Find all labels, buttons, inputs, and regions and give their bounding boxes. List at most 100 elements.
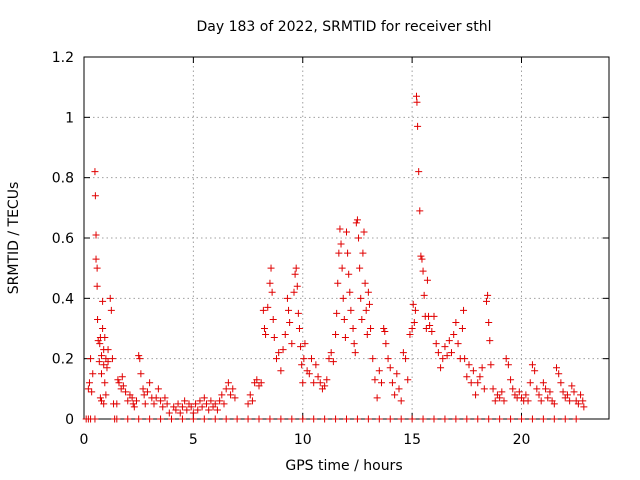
data-point [469, 367, 477, 375]
data-point [334, 279, 342, 287]
data-point [397, 397, 405, 405]
data-point [163, 400, 171, 408]
data-point [461, 355, 469, 363]
data-point [539, 379, 547, 387]
data-point [341, 334, 349, 342]
chart-title: Day 183 of 2022, SRMTID for receiver sth… [197, 19, 492, 35]
data-point [102, 391, 110, 399]
axis-ticks: 0 0.2 0.4 0.6 0.8 1 1.2 0 5 10 15 20 [52, 50, 609, 448]
data-point [415, 168, 423, 176]
data-point [382, 340, 390, 348]
data-point [286, 318, 294, 326]
data-point [361, 279, 369, 287]
data-point [288, 415, 296, 423]
data-point [524, 397, 532, 405]
data-point [528, 415, 536, 423]
data-point [262, 331, 270, 339]
data-point [100, 400, 108, 408]
data-point [539, 415, 547, 423]
data-point [218, 391, 226, 399]
data-point [364, 288, 372, 296]
y-tick-label: 0.6 [52, 231, 74, 247]
data-point [181, 397, 189, 405]
data-point [568, 382, 576, 390]
data-point [85, 379, 93, 387]
data-point [291, 270, 299, 278]
data-point [544, 394, 552, 402]
data-point [360, 228, 368, 236]
data-point [103, 364, 111, 372]
data-point [384, 355, 392, 363]
x-tick-label: 10 [294, 432, 312, 448]
data-point [458, 325, 466, 332]
data-point [213, 406, 221, 414]
y-tick-label: 0.4 [52, 291, 74, 307]
data-point [409, 300, 417, 308]
data-point [474, 415, 482, 423]
data-point [198, 403, 206, 411]
data-point [104, 358, 112, 366]
data-point [465, 361, 473, 369]
data-point [87, 355, 95, 363]
data-point [94, 315, 102, 323]
data-point [417, 252, 425, 260]
data-point [467, 379, 475, 387]
data-point [101, 334, 109, 342]
data-point [553, 364, 560, 372]
data-point [463, 415, 471, 423]
data-point [410, 318, 418, 326]
data-point [107, 306, 115, 314]
data-point [338, 264, 346, 272]
data-point [356, 264, 364, 272]
data-point [172, 406, 180, 414]
data-point [445, 337, 453, 345]
data-point [139, 385, 147, 393]
data-point [159, 403, 167, 411]
data-point [504, 361, 512, 369]
data-point [463, 373, 471, 381]
y-tick-label: 0 [65, 412, 74, 428]
data-point [422, 325, 430, 332]
data-point [229, 385, 237, 393]
data-point [129, 400, 137, 408]
data-point [515, 388, 523, 396]
data-point [95, 358, 103, 366]
data-point [130, 403, 138, 411]
data-points [82, 92, 588, 423]
data-point [295, 325, 303, 332]
data-point [359, 249, 367, 257]
data-point [386, 415, 394, 423]
data-point [312, 361, 320, 369]
data-point [152, 394, 160, 402]
data-point [357, 294, 365, 302]
data-point [273, 355, 280, 363]
data-point [207, 397, 215, 405]
data-point [310, 379, 318, 387]
data-point [333, 309, 341, 317]
data-point [314, 373, 322, 381]
data-point [430, 312, 438, 320]
data-point [157, 397, 165, 405]
data-point [391, 391, 399, 399]
data-point [146, 379, 154, 387]
data-point [299, 415, 307, 423]
data-point [483, 297, 490, 305]
data-point [128, 394, 136, 402]
data-point [150, 400, 158, 408]
data-point [300, 355, 308, 363]
data-point [244, 400, 252, 408]
data-point [367, 325, 375, 332]
data-point [531, 367, 539, 375]
data-point [332, 331, 340, 339]
data-point [200, 394, 208, 402]
data-point [507, 415, 515, 423]
data-point [298, 361, 306, 369]
data-point [339, 294, 347, 302]
data-point [485, 415, 493, 423]
data-point [124, 397, 132, 405]
data-point [526, 379, 534, 387]
y-tick-label: 0.8 [52, 171, 74, 187]
data-point [268, 288, 276, 296]
data-point [373, 394, 381, 402]
data-point [260, 325, 268, 332]
